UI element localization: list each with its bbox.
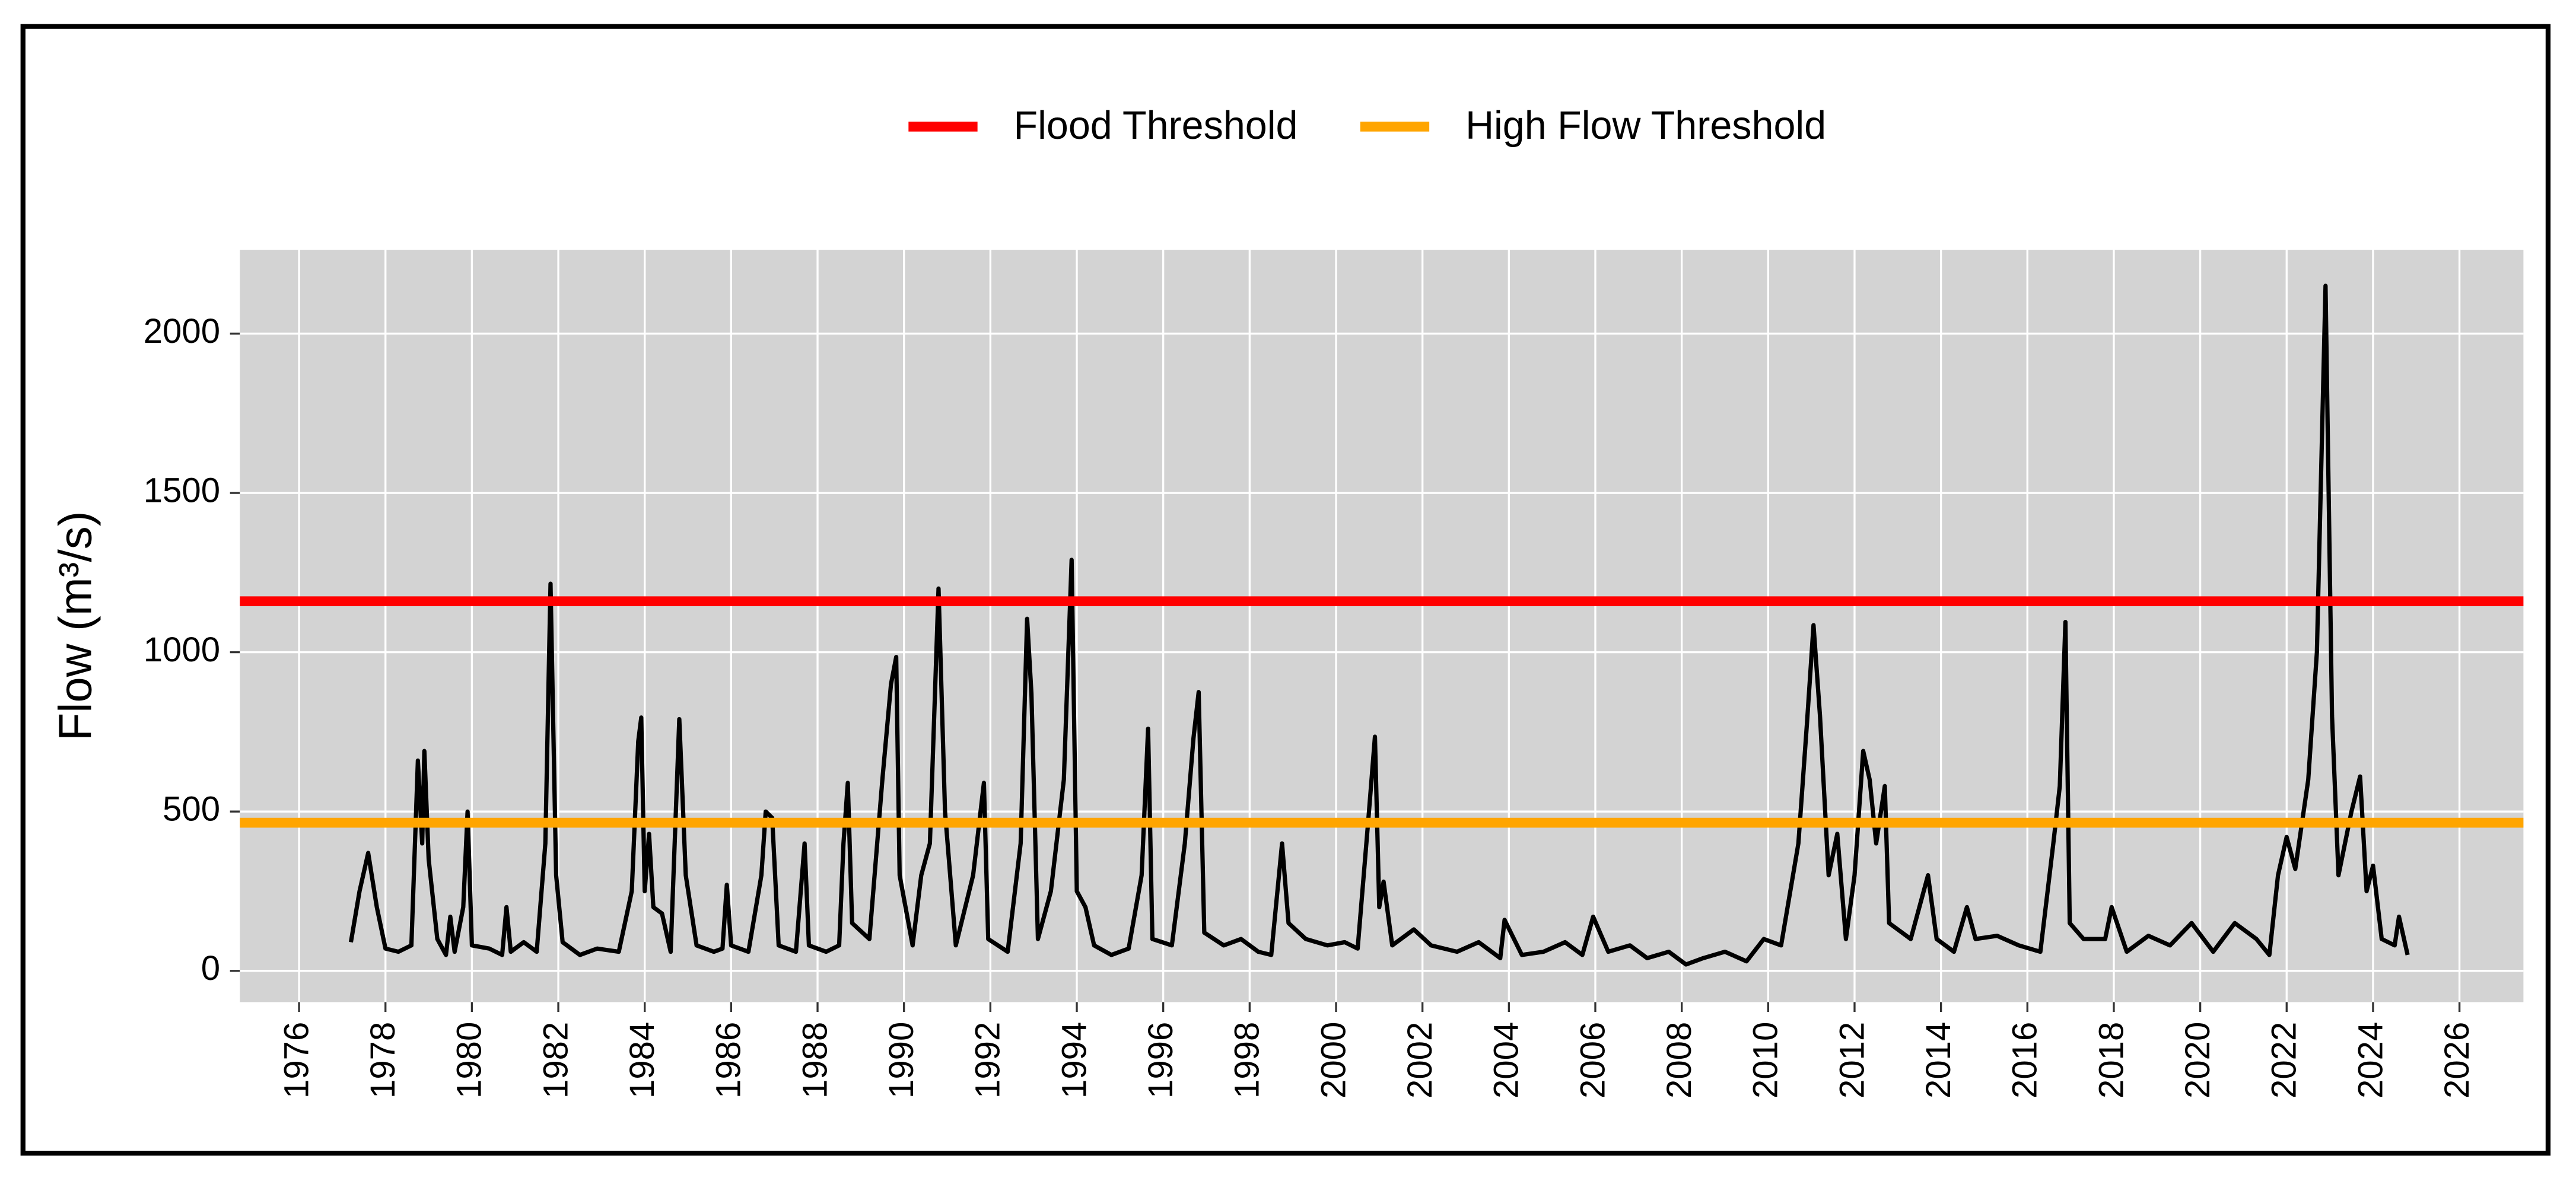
x-tick-label: 1994 (1055, 1022, 1093, 1099)
x-tick-label: 1982 (536, 1022, 575, 1099)
x-tick-label: 2004 (1487, 1022, 1526, 1099)
x-tick-label: 2008 (1660, 1022, 1699, 1099)
x-tick-label: 2024 (2351, 1022, 2390, 1099)
x-tick-label: 1988 (796, 1022, 834, 1099)
x-tick-label: 1986 (710, 1022, 748, 1099)
x-tick-label: 2014 (1919, 1022, 1958, 1099)
x-tick-label: 2006 (1573, 1022, 1612, 1099)
x-tick-label: 1998 (1228, 1022, 1267, 1099)
x-tick-label: 1980 (450, 1022, 489, 1099)
legend-label: High Flow Threshold (1465, 104, 1826, 148)
y-tick-label: 0 (201, 949, 220, 988)
x-tick-label: 2016 (2006, 1022, 2044, 1099)
x-tick-label: 1984 (623, 1022, 662, 1099)
x-tick-label: 2020 (2179, 1022, 2217, 1099)
x-tick-label: 1992 (969, 1022, 1007, 1099)
flow-line (348, 284, 2410, 967)
plot-panel (240, 250, 2524, 1002)
y-tick-label: 500 (163, 790, 220, 829)
x-tick-label: 2022 (2265, 1022, 2304, 1099)
x-tick-label: 2010 (1747, 1022, 1785, 1099)
y-tick-label: 1500 (144, 471, 220, 510)
x-tick-label: 1976 (277, 1022, 316, 1099)
x-tick-label: 2026 (2438, 1022, 2476, 1099)
legend-label: Flood Threshold (1014, 104, 1298, 148)
x-tick-label: 2018 (2092, 1022, 2130, 1099)
y-tick-label: 2000 (144, 312, 220, 351)
y-tick-label: 1000 (144, 631, 220, 669)
x-tick-label: 2000 (1314, 1022, 1353, 1099)
x-tick-label: 2002 (1401, 1022, 1439, 1099)
x-tick-label: 2012 (1833, 1022, 1871, 1099)
x-tick-label: 1990 (882, 1022, 921, 1099)
x-tick-label: 1978 (364, 1022, 402, 1099)
y-axis-title: Flow (m³/s) (50, 511, 101, 741)
x-tick-label: 1996 (1141, 1022, 1180, 1099)
